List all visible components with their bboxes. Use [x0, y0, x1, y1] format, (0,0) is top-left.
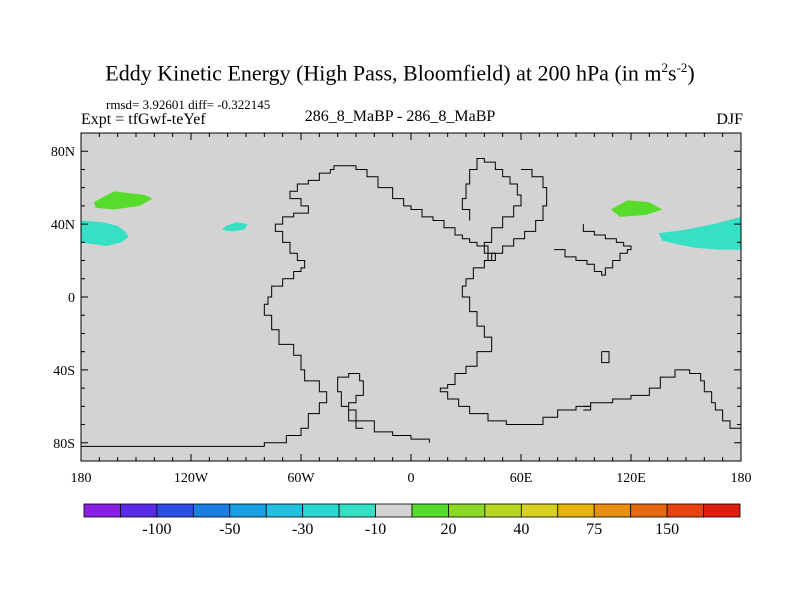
comparison-label: 286_8_MaBP - 286_8_MaBP: [304, 108, 496, 125]
colorbar-swatch: [520, 503, 559, 518]
coastline-3: [461, 158, 548, 262]
colorbar-swatch: [666, 503, 704, 518]
coastline-5: [601, 351, 610, 364]
experiment-label: Expt = tfGwf-teYef: [81, 111, 206, 128]
coastline-6: [583, 405, 592, 411]
y-tick-label: 40S: [53, 364, 75, 379]
colorbar-swatch: [302, 503, 340, 518]
colorbar-swatch: [484, 503, 522, 518]
anomaly-region-cyan-west-pacific: [81, 220, 129, 246]
coastline-1: [81, 165, 742, 447]
colorbar-swatch: [338, 503, 376, 518]
y-tick-label: 80S: [53, 437, 75, 452]
map-background: [81, 133, 741, 461]
x-tick-label: 180: [731, 471, 752, 486]
colorbar-label: -10: [365, 521, 386, 538]
colorbar-swatch: [265, 503, 304, 518]
anomaly-region-cyan-east-asia-pacific: [658, 216, 741, 250]
coastline-2: [337, 373, 430, 443]
colorbar-label: -50: [219, 521, 240, 538]
colorbar-swatch: [83, 503, 121, 518]
y-tick-label: 80N: [51, 145, 75, 160]
anomaly-region-green-north-pacific: [93, 191, 153, 210]
colorbar-swatch: [448, 503, 486, 518]
season-label: DJF: [716, 111, 743, 128]
colorbar-swatch: [192, 503, 231, 518]
colorbar-label: 75: [586, 521, 602, 538]
colorbar-swatch: [557, 503, 595, 518]
anomaly-region-green-east-asia: [610, 200, 663, 217]
colorbar-swatch: [156, 503, 194, 518]
colorbar-swatch: [375, 503, 413, 518]
x-tick-label: 180: [71, 471, 92, 486]
stats-label: rmsd= 3.92601 diff= -0.322145: [106, 97, 271, 112]
colorbar-swatch: [229, 503, 267, 518]
colorbar-swatch: [630, 503, 668, 518]
x-tick-label: 120W: [174, 471, 209, 486]
colorbar-swatch: [120, 503, 158, 518]
y-tick-label: 0: [68, 291, 75, 306]
colorbar-label: -30: [292, 521, 313, 538]
x-tick-label: 0: [408, 471, 415, 486]
colorbar-swatch: [411, 503, 449, 518]
anomaly-region-cyan-east-pacific-small: [222, 222, 248, 232]
colorbar-swatch: [593, 503, 632, 518]
x-tick-label: 120E: [616, 471, 646, 486]
y-tick-label: 40N: [51, 218, 75, 233]
colorbar-label: 40: [513, 521, 529, 538]
x-tick-label: 60E: [510, 471, 533, 486]
colorbar-swatch: [703, 503, 741, 518]
colorbar-label: 20: [440, 521, 456, 538]
chart-title: Eddy Kinetic Energy (High Pass, Bloomfie…: [105, 60, 695, 86]
colorbar-label: 150: [655, 521, 679, 538]
coastline-4: [554, 224, 632, 276]
x-tick-label: 60W: [287, 471, 315, 486]
colorbar-label: -100: [142, 521, 171, 538]
